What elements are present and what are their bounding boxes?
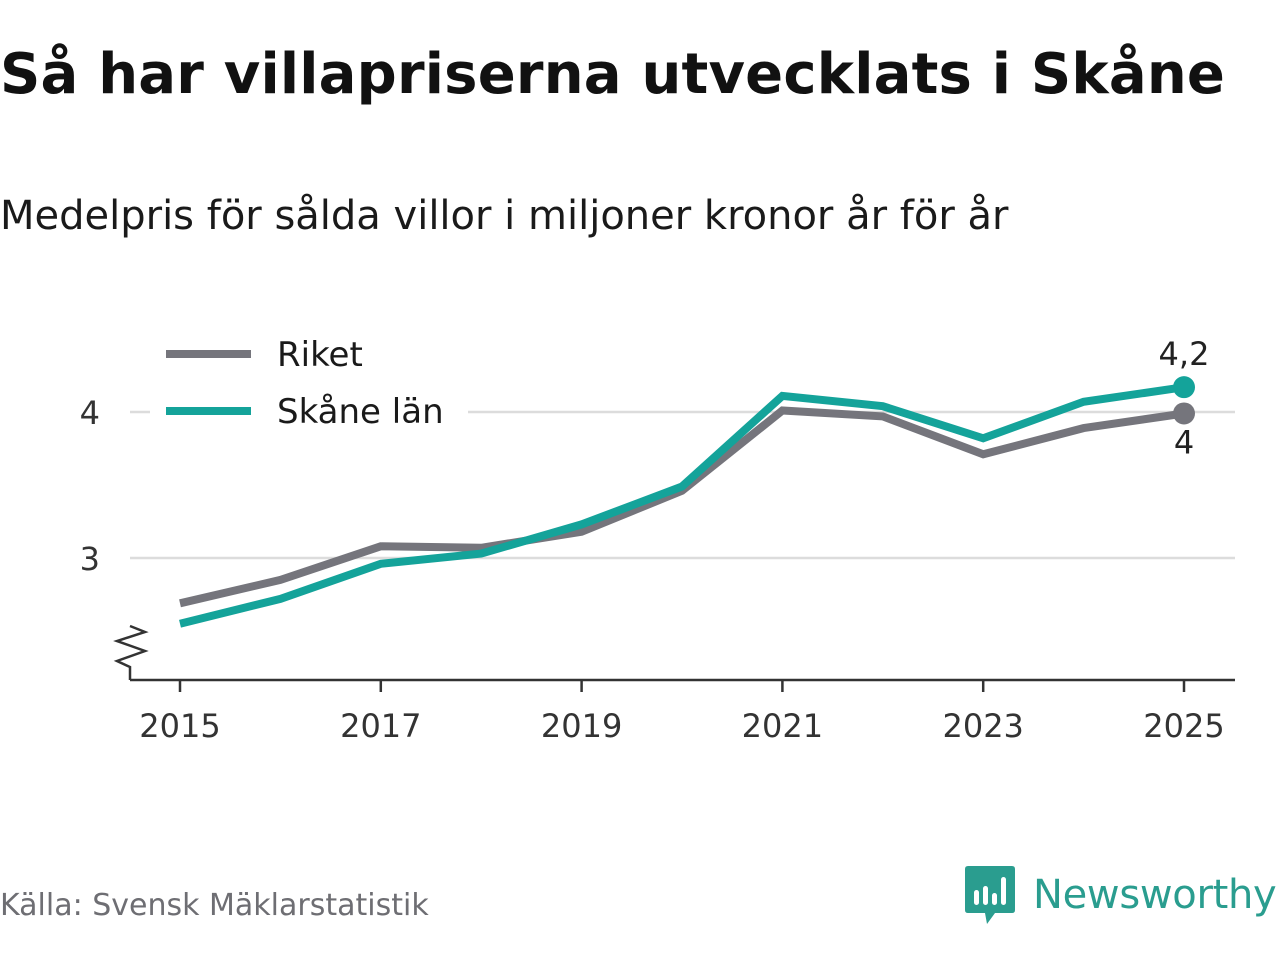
legend-background (150, 330, 468, 435)
x-tick-label-2025: 2025 (1143, 707, 1224, 745)
brand-name: Newsworthy (1033, 872, 1277, 918)
x-tick-label-2021: 2021 (742, 707, 823, 745)
end-label-skane-lan: 4,2 (1159, 335, 1210, 373)
chart-title: Så har villapriserna utvecklats i Skåne (0, 42, 1226, 107)
y-tick-label-4: 4 (80, 394, 100, 432)
legend-label-skane-lan: Skåne län (277, 392, 444, 432)
chart-subtitle: Medelpris för sålda villor i miljoner kr… (0, 193, 1009, 239)
newsworthy-logo-icon (965, 866, 1015, 924)
x-tick-label-2019: 2019 (541, 707, 622, 745)
series-line-skane-lan (179, 383, 1185, 628)
brand-logo: Newsworthy (965, 865, 1277, 925)
end-point-riket (1173, 402, 1195, 425)
series-line-riket (179, 406, 1185, 608)
legend-label-riket: Riket (277, 335, 363, 375)
end-label-riket: 4 (1174, 423, 1194, 461)
y-axis-break (113, 624, 149, 680)
x-tick-label-2023: 2023 (942, 707, 1023, 745)
x-tick-label-2017: 2017 (340, 707, 421, 745)
x-tick-label-2015: 2015 (139, 707, 220, 745)
end-point-skane-lan (1173, 376, 1195, 399)
y-tick-label-3: 3 (80, 540, 100, 578)
source-note: Källa: Svensk Mäklarstatistik (0, 888, 429, 923)
